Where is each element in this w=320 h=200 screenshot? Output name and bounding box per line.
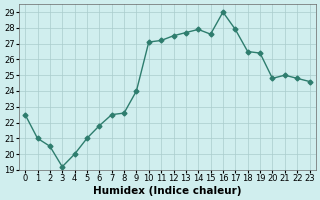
X-axis label: Humidex (Indice chaleur): Humidex (Indice chaleur) — [93, 186, 242, 196]
